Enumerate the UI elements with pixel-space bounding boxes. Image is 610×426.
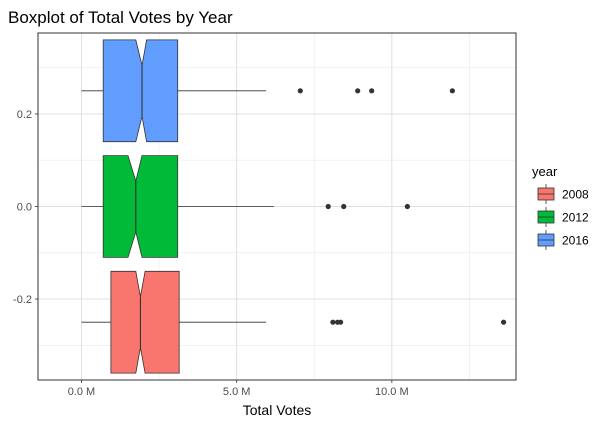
outlier-point-2008 [500,319,507,325]
outlier-point-2016 [355,88,361,94]
legend-label-2008: 2008 [562,188,589,202]
outlier-point-2012 [341,203,347,210]
box-2012 [102,155,179,258]
x-tick-label: 5.0 M [223,386,251,398]
legend: year 2008 2012 2016 [532,164,589,250]
outlier-point-2016 [369,88,375,94]
box-2016 [102,39,179,143]
y-tick-label: 0.0 [17,202,32,214]
outlier-point-2012 [404,203,410,210]
x-tick-label: 0.0 M [68,386,96,398]
outliers [297,88,507,325]
boxes [102,39,180,374]
box-2008 [110,270,180,374]
legend-title: year [532,164,558,179]
y-tick-label: 0.2 [17,109,32,121]
axes: 0.0 M 5.0 M 10.0 M -0.2 0.0 0.2 [13,109,409,398]
y-tick-label: -0.2 [13,294,32,306]
chart-title: Boxplot of Total Votes by Year [8,8,233,27]
whiskers [81,90,274,323]
outlier-point-2012 [325,203,331,210]
outlier-point-2008 [338,319,344,325]
x-tick-label: 10.0 M [375,386,409,398]
outlier-point-2016 [449,88,455,94]
legend-label-2016: 2016 [562,234,589,248]
legend-label-2012: 2012 [562,211,589,225]
outlier-point-2008 [330,319,336,325]
outlier-point-2016 [297,88,303,94]
x-axis-title: Total Votes [243,402,312,418]
